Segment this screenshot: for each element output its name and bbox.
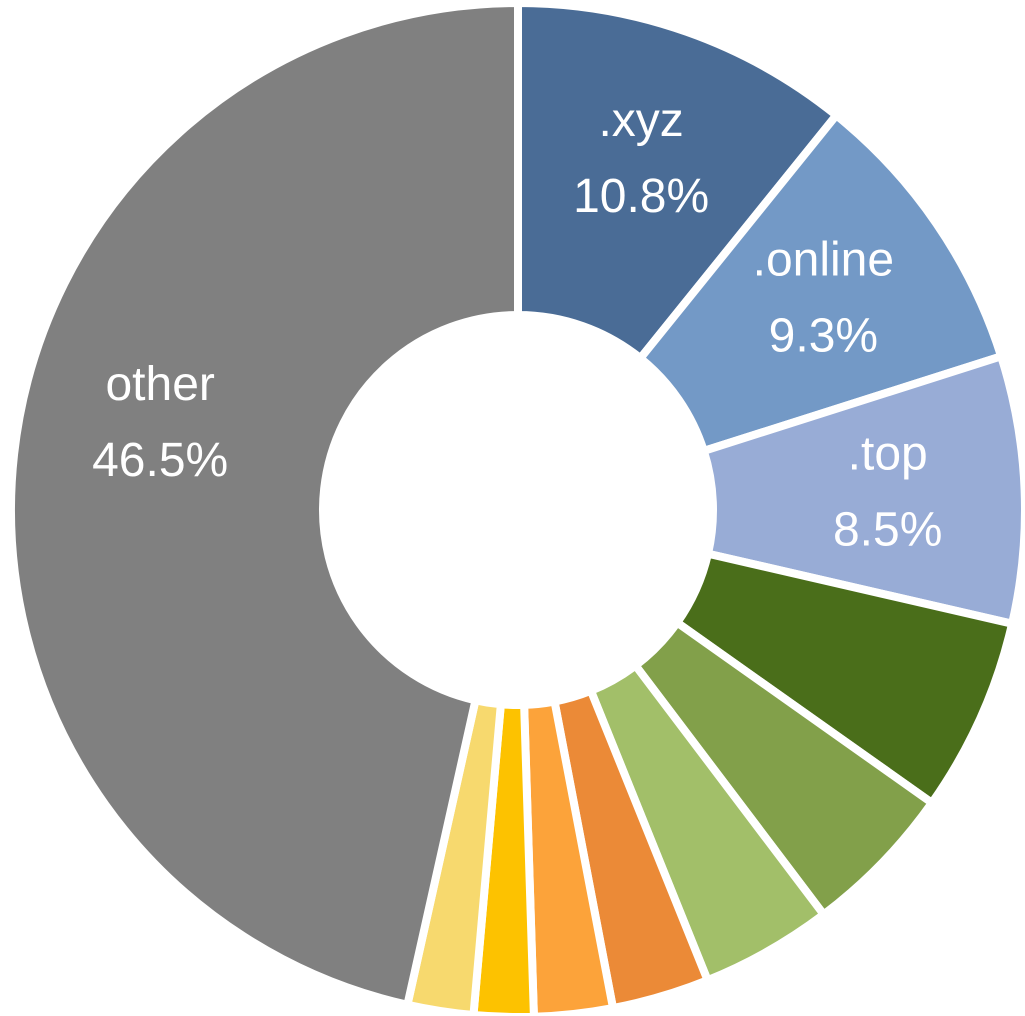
slice-value-label: 10.8%: [573, 170, 709, 223]
slice-label: .top: [848, 428, 928, 481]
slice-label: .online: [753, 234, 894, 287]
slice-value-label: 9.3%: [769, 310, 878, 363]
slice-label: .xyz: [598, 94, 683, 147]
donut-slice: [698, 351, 1025, 629]
donut-slice: [634, 109, 1007, 456]
donut-slice: [514, 0, 842, 364]
slice-value-label: 8.5%: [833, 504, 942, 557]
slice-value-label: 46.5%: [92, 434, 228, 487]
donut-slice: [7, 0, 522, 1010]
slice-label: other: [105, 358, 214, 411]
